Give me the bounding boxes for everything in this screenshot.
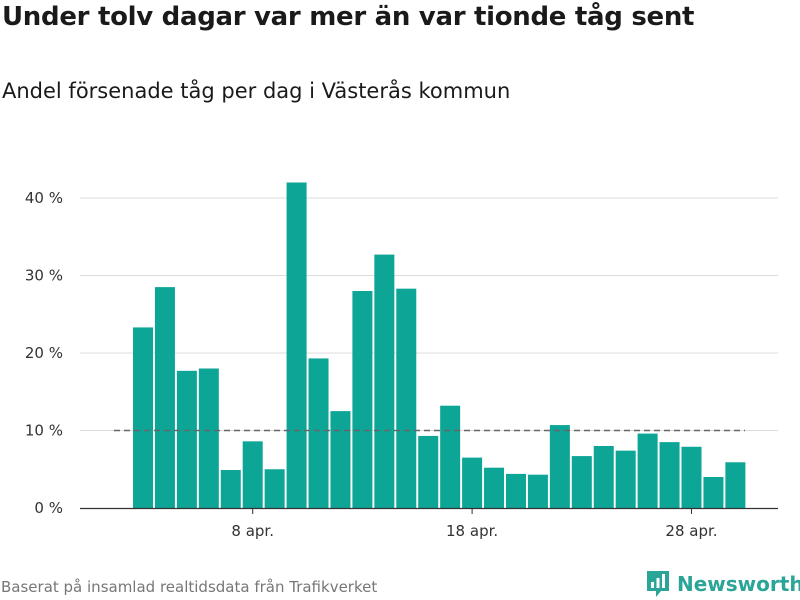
bar: [440, 405, 461, 508]
bar: [505, 473, 526, 508]
chart-subtitle: Andel försenade tåg per dag i Västerås k…: [2, 79, 511, 103]
newsworthy-logo-icon: [647, 571, 669, 597]
chart-title: Under tolv dagar var mer än var tionde t…: [2, 2, 695, 32]
bar: [242, 441, 263, 508]
bar: [133, 327, 153, 508]
source-note: Baserat på insamlad realtidsdata från Tr…: [1, 578, 378, 596]
bar: [286, 182, 307, 508]
bar: [352, 291, 373, 508]
y-tick-label: 0 %: [34, 499, 63, 517]
y-tick-label: 20 %: [25, 344, 63, 362]
bar: [681, 446, 702, 508]
bar: [527, 474, 548, 508]
bar: [484, 467, 505, 508]
bar: [571, 456, 592, 508]
bar: [198, 368, 219, 508]
x-tick-label: 28 apr.: [665, 522, 717, 540]
brand-logo: Newsworthy: [645, 569, 800, 599]
x-tick-label: 18 apr.: [446, 522, 498, 540]
bar: [462, 457, 483, 508]
bar: [220, 470, 241, 508]
bar: [659, 442, 680, 508]
bar: [374, 254, 395, 508]
bar: [615, 450, 636, 508]
bar: [418, 435, 439, 508]
bar: [330, 411, 351, 508]
y-tick-label: 10 %: [25, 422, 63, 440]
y-axis-labels: 0 % 10 % 20 % 30 % 40 %: [25, 189, 63, 517]
y-tick-label: 40 %: [25, 189, 63, 207]
y-tick-label: 30 %: [25, 267, 63, 285]
bar: [637, 433, 658, 508]
bar: [154, 287, 175, 508]
bars: [133, 182, 746, 508]
bar: [593, 446, 614, 508]
x-axis: 8 apr. 18 apr. 28 apr.: [80, 507, 778, 540]
bar: [549, 425, 570, 508]
brand-name: Newsworthy: [677, 572, 800, 596]
bar: [308, 358, 329, 508]
bar: [264, 469, 285, 508]
bar: [725, 462, 746, 508]
bar: [176, 370, 197, 508]
bar: [703, 477, 724, 508]
x-tick-label: 8 apr.: [231, 522, 274, 540]
bar: [396, 288, 417, 508]
